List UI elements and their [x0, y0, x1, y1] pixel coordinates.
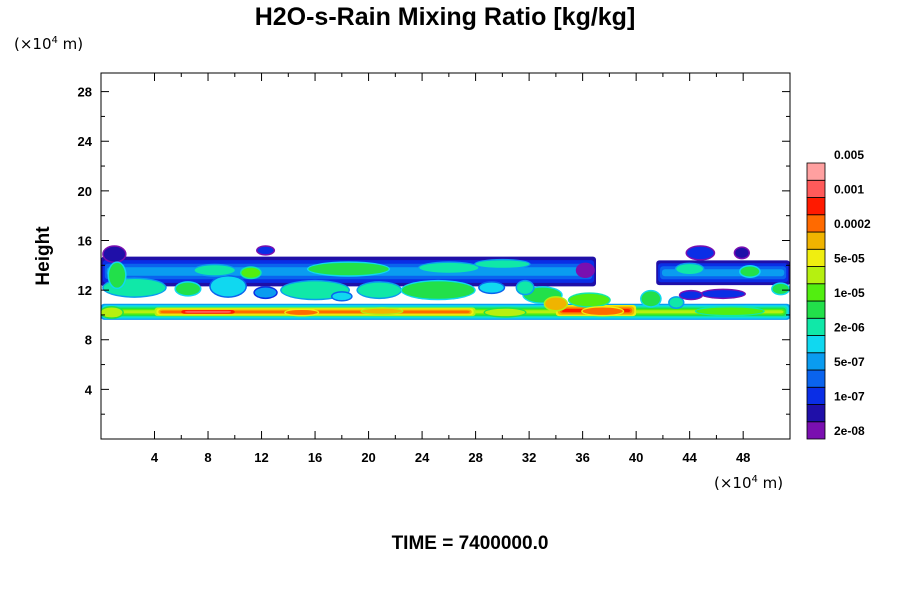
plot-frame: [100, 72, 791, 440]
field-patch-23: [308, 262, 389, 276]
field-patch-22: [772, 283, 789, 294]
field-patch-2: [686, 246, 714, 260]
x-tick-label-2: 12: [254, 450, 268, 465]
colorbar-box-11: [806, 231, 826, 250]
x-tick-label-11: 48: [736, 450, 750, 465]
chart-title: H2O-s-Rain Mixing Ratio [kg/kg]: [255, 3, 636, 31]
field-patch-14: [517, 281, 534, 294]
colorbar-label-0: 2e-08: [834, 424, 865, 438]
x-tick-label-4: 20: [361, 450, 375, 465]
field-patch-30: [475, 260, 530, 268]
x-tick-label-10: 44: [682, 450, 697, 465]
colorbar-label-1: 1e-07: [834, 389, 865, 403]
colorbar-box-9: [806, 266, 826, 285]
colorbar-label-4: 1e-05: [834, 286, 865, 300]
y-tick-label-2: 12: [78, 283, 92, 298]
colorbar-label-5: 5e-05: [834, 251, 865, 265]
y-tick-label-5: 24: [78, 134, 93, 149]
colorbar-box-15: [806, 162, 826, 181]
colorbar-label-2: 5e-07: [834, 355, 865, 369]
mixing-ratio-field: [101, 245, 790, 320]
field-patch-8: [254, 287, 277, 298]
field-patch-19: [669, 297, 683, 308]
field-patch-11: [402, 281, 475, 299]
colorbar-box-6: [806, 317, 826, 336]
field-patch-6: [175, 282, 201, 296]
y-tick-label-4: 20: [78, 184, 92, 199]
colorbar-box-3: [806, 369, 826, 388]
y-tick-label-6: 28: [78, 85, 92, 100]
y-axis-label: Height: [33, 226, 54, 286]
field-patch-36: [101, 307, 123, 318]
colorbar-label-8: 0.005: [834, 148, 864, 162]
x-tick-label-3: 16: [308, 450, 322, 465]
colorbar: 2e-08 1e-07 5e-07 2e-06 1e-05 5e-05 0.0002 0.00…: [806, 148, 871, 440]
field-patch-24: [419, 262, 479, 273]
y-unit-suffix: m): [58, 35, 83, 53]
y-unit-exp: 4: [52, 35, 58, 46]
field-patch-7: [210, 276, 246, 297]
colorbar-box-12: [806, 214, 826, 233]
y-unit-prefix: (×10: [14, 35, 52, 53]
field-patch-16: [545, 297, 567, 310]
field-patch-15: [332, 292, 352, 301]
field-patch-0: [103, 246, 126, 262]
y-tick-label-1: 8: [85, 333, 92, 348]
colorbar-box-7: [806, 300, 826, 319]
colorbar-box-4: [806, 352, 826, 371]
field-patch-31: [582, 307, 623, 315]
field-patch-21: [680, 291, 702, 299]
x-tick-label-8: 36: [575, 450, 589, 465]
colorbar-label-3: 2e-06: [834, 320, 865, 334]
y-unit-label: (×104 m): [14, 35, 83, 53]
x-tick-label-0: 4: [151, 450, 159, 465]
colorbar-box-1: [806, 404, 826, 423]
x-tick-label-7: 32: [522, 450, 536, 465]
field-patch-28: [676, 264, 704, 274]
x-tick-label-9: 40: [629, 450, 643, 465]
field-patch-12: [479, 282, 504, 293]
colorbar-box-8: [806, 283, 826, 302]
colorbar-label-7: 0.001: [834, 182, 864, 196]
x-tick-label-5: 24: [415, 450, 430, 465]
field-patch-10: [357, 282, 401, 298]
y-tick-label-3: 16: [78, 233, 92, 248]
x-unit-prefix: (×10: [714, 474, 752, 492]
colorbar-box-14: [806, 179, 826, 198]
field-patch-20: [701, 290, 745, 298]
field-patch-29: [740, 266, 760, 277]
field-patch-32: [285, 309, 318, 315]
field-patch-17: [569, 293, 610, 307]
x-unit-suffix: m): [758, 474, 783, 492]
x-unit-label: (×104 m): [714, 474, 783, 492]
x-axis: 4 8 12 16 20 24 28 32 36 40 44 48: [151, 73, 750, 465]
field-patch-26: [241, 267, 261, 278]
colorbar-box-5: [806, 335, 826, 354]
x-tick-label-6: 28: [468, 450, 482, 465]
x-unit-exp: 4: [752, 474, 758, 485]
field-patch-18: [641, 291, 661, 307]
field-patch-1: [257, 246, 274, 255]
field-patch-3: [735, 247, 749, 258]
field-patch-34: [696, 307, 764, 315]
colorbar-box-0: [806, 421, 826, 440]
field-patch-25: [194, 265, 235, 276]
colorbar-box-13: [806, 197, 826, 216]
field-layer-5-band-1: [184, 310, 232, 313]
field-patch-35: [484, 308, 526, 317]
field-patch-33: [361, 308, 403, 314]
field-patch-4: [577, 264, 594, 277]
field-patch-27: [109, 262, 126, 288]
colorbar-box-2: [806, 386, 826, 405]
x-tick-label-1: 8: [204, 450, 211, 465]
y-axis: 4 8 12 16 20 24 28: [78, 85, 790, 415]
colorbar-box-10: [806, 248, 826, 267]
time-label: TIME = 7400000.0: [392, 533, 549, 554]
colorbar-label-6: 0.0002: [834, 217, 871, 231]
y-tick-label-0: 4: [85, 382, 93, 397]
